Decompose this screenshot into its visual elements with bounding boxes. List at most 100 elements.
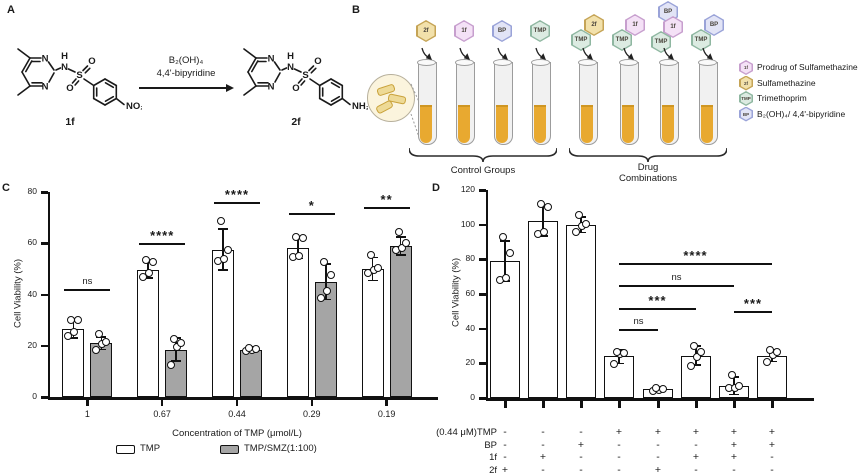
scatter-point (620, 348, 628, 357)
scatter-point (70, 327, 79, 336)
test-tube (416, 59, 437, 145)
y-tick-label: 40 (27, 288, 37, 299)
tube-rim (658, 59, 678, 66)
scatter-point (499, 232, 507, 241)
drop-arrow-icon (582, 47, 593, 60)
scatter-point (220, 254, 228, 263)
scatter-point (394, 227, 403, 236)
atom-s: S (302, 70, 308, 81)
atom-o: O (66, 83, 73, 94)
test-tube (577, 59, 598, 145)
matrix-row-label: 2f (489, 464, 497, 475)
panel-b-canvas: 2f 1f BP TMP 2f TMP 1f TMP BP 1f TMP BP TMP (345, 0, 865, 180)
chip-label: TMP (741, 96, 751, 101)
y-tick (478, 293, 486, 296)
chip-label: 1f (632, 22, 638, 28)
matrix-cell: - (770, 463, 774, 475)
chip-fill (572, 30, 590, 50)
matrix-cell: - (656, 451, 660, 463)
chip-1f: 1f (663, 16, 683, 38)
matrix-cell: - (656, 438, 660, 451)
scatter-point (145, 268, 154, 277)
error-cap (691, 364, 701, 366)
compound-1f-name: 1f (65, 116, 75, 128)
legend-entry-text: Sulfamethazine (757, 77, 816, 88)
chip-fill (740, 77, 752, 89)
test-tube (658, 59, 679, 145)
tube-liquid (661, 105, 674, 143)
bar (528, 221, 558, 398)
x-tick (541, 400, 545, 408)
chip-label: BP (497, 28, 507, 34)
drug-combinations-label-line1: Drug (637, 162, 659, 173)
y-tick (40, 396, 48, 399)
chip-label: BP (663, 9, 673, 15)
scatter-point (610, 360, 618, 369)
chip-2f: 2f (739, 75, 753, 91)
legend-entry-text: B₂(OH)₄/ 4,4'-bipyridine (757, 108, 846, 119)
matrix-cell: - (694, 463, 698, 475)
chip-label: 2f (423, 28, 429, 34)
significance-line (619, 262, 772, 265)
test-tube (454, 59, 475, 145)
tube-liquid (419, 105, 432, 143)
y-tick (478, 327, 486, 331)
reaction-arrow (139, 87, 227, 89)
matrix-cell: - (617, 451, 621, 463)
tube-rim (618, 59, 638, 66)
chip-fill (417, 21, 435, 41)
y-axis-title: Cell Viability (%) (12, 258, 24, 328)
x-tick (235, 399, 239, 406)
scatter-point (544, 203, 552, 212)
scatter-point (537, 199, 545, 208)
y-tick (478, 397, 486, 400)
scatter-point (735, 382, 743, 391)
bar (757, 355, 787, 398)
tube-rim (416, 59, 436, 66)
x-tick-label: 0.19 (377, 409, 396, 419)
y-tick-label: 20 (465, 357, 475, 368)
matrix-cell: + (539, 451, 547, 463)
chip-fill (740, 108, 752, 120)
inoculation-dash-lines (410, 83, 421, 141)
tube-liquid (621, 105, 634, 143)
significance-label: * (308, 197, 315, 213)
bar (566, 224, 596, 398)
bar (389, 245, 412, 397)
bar (212, 249, 234, 397)
control-groups-brace (409, 148, 557, 163)
reagent-line-2: 4,4'-bipyridine (156, 68, 216, 79)
matrix-cell: + (730, 438, 738, 451)
scatter-point (102, 337, 111, 346)
matrix-cell: - (503, 451, 507, 463)
chip-label: 1f (670, 24, 676, 30)
atom-h: H (287, 51, 294, 62)
error-bar (297, 238, 299, 259)
significance-label: **** (683, 247, 708, 263)
matrix-cell: - (770, 451, 774, 463)
error-cap (218, 269, 228, 271)
panel-c-label: C (2, 182, 10, 194)
matrix-cell: + (768, 426, 776, 438)
chip-label: BP (709, 22, 719, 28)
scatter-point (572, 227, 580, 236)
scatter-point (95, 330, 104, 339)
scatter-point (575, 211, 583, 220)
y-tick-label: 20 (27, 339, 37, 350)
matrix-cell: - (541, 438, 545, 451)
drug-combinations-brace (569, 148, 727, 163)
matrix-cell: - (732, 463, 736, 475)
y-tick-label: 0 (32, 391, 37, 401)
atom-n: N (61, 62, 68, 73)
matrix-cell: + (654, 463, 662, 475)
scatter-point (92, 345, 101, 354)
error-cap (395, 253, 406, 256)
chip-TMP: TMP (739, 91, 753, 106)
scatter-point (728, 371, 736, 380)
significance-line (363, 207, 410, 210)
significance-line (214, 202, 260, 205)
control-groups-label: Control Groups (450, 165, 516, 176)
y-tick-label: 0 (470, 392, 475, 402)
drop-arrow-icon (702, 47, 713, 60)
scatter-point (316, 294, 325, 303)
